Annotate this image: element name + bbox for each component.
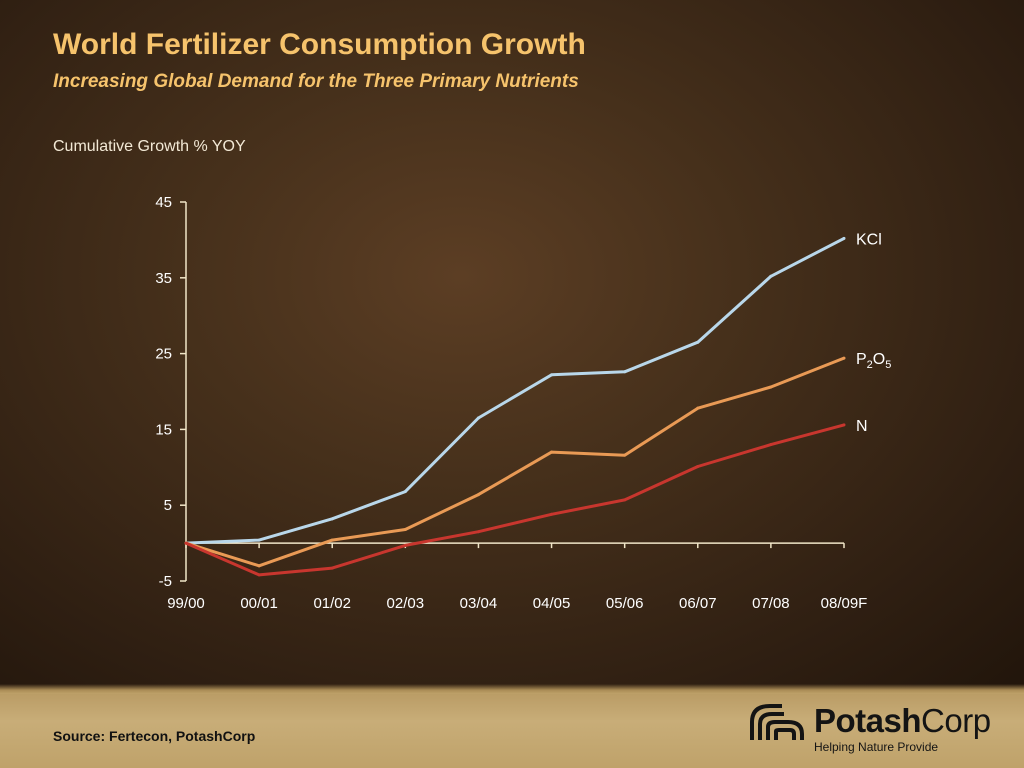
chart-title: World Fertilizer Consumption Growth xyxy=(53,28,586,61)
potashcorp-logo: PotashCorp Helping Nature Provide xyxy=(748,698,998,758)
logo-name-bold: Potash xyxy=(814,702,922,739)
data-point-p2o5 xyxy=(330,538,334,542)
axes: -5 5 15 25 35 45 99/00 00/01 01/02 02/03 03/04 04/0… xyxy=(155,194,867,612)
data-point-p2o5 xyxy=(769,385,773,389)
data-point-kcl xyxy=(257,538,261,542)
background xyxy=(0,0,1024,690)
chart-subtitle: Increasing Global Demand for the Three P… xyxy=(53,71,579,92)
data-point-n xyxy=(550,512,554,516)
data-point-p2o5 xyxy=(842,356,846,360)
data-point-kcl xyxy=(623,370,627,374)
x-tick-label: 99/00 xyxy=(167,595,205,612)
series-label-part: O xyxy=(873,351,885,368)
data-point-kcl xyxy=(403,490,407,494)
y-tick-label: 35 xyxy=(155,270,172,287)
data-point-kcl xyxy=(842,236,846,240)
series-label-part: P xyxy=(856,351,867,368)
data-point-p2o5 xyxy=(623,453,627,457)
x-tick-label: 01/02 xyxy=(313,595,351,612)
logo-name-regular: Corp xyxy=(921,702,991,739)
data-point-n xyxy=(696,465,700,469)
data-point-kcl xyxy=(330,517,334,521)
y-tick-label: 45 xyxy=(155,194,172,211)
data-point-n xyxy=(769,443,773,447)
data-point-p2o5 xyxy=(550,450,554,454)
data-point-kcl xyxy=(696,340,700,344)
series-label-n: N xyxy=(856,418,868,435)
y-tick-label: 25 xyxy=(155,346,172,363)
series-group xyxy=(184,236,846,577)
series-line-n xyxy=(185,423,845,577)
data-point-kcl xyxy=(476,416,480,420)
data-point-n xyxy=(842,423,846,427)
y-tick-label: -5 xyxy=(159,573,172,590)
data-point-p2o5 xyxy=(696,406,700,410)
x-tick-label: 07/08 xyxy=(752,595,790,612)
data-point-kcl xyxy=(769,274,773,278)
data-point-n xyxy=(403,543,407,547)
data-point-n xyxy=(476,530,480,534)
x-tick-label: 05/06 xyxy=(606,595,644,612)
data-point-n xyxy=(184,541,188,545)
series-label-part: 2 xyxy=(867,359,873,371)
footer-band xyxy=(0,684,1024,768)
logo-mark-icon xyxy=(750,704,804,740)
x-tick-label: 00/01 xyxy=(240,595,278,612)
series-label-part: KCl xyxy=(856,231,882,248)
y-axis-label: Cumulative Growth % YOY xyxy=(53,138,246,155)
series-label-p2o5: P2O5 xyxy=(856,351,891,371)
data-point-kcl xyxy=(550,373,554,377)
series-line-kcl xyxy=(185,237,845,545)
data-point-n xyxy=(257,573,261,577)
series-labels: KCl P2O5 N xyxy=(856,231,891,434)
y-tick-label: 15 xyxy=(155,421,172,438)
data-point-p2o5 xyxy=(257,564,261,568)
logo-tagline: Helping Nature Provide xyxy=(814,740,939,754)
y-tick-label: 5 xyxy=(164,497,172,514)
logo-name: PotashCorp xyxy=(814,702,991,740)
x-tick-label: 04/05 xyxy=(533,595,571,612)
series-label-kcl: KCl xyxy=(856,231,882,248)
data-point-p2o5 xyxy=(476,493,480,497)
x-tick-label: 03/04 xyxy=(460,595,498,612)
data-point-p2o5 xyxy=(403,527,407,531)
x-tick-label: 06/07 xyxy=(679,595,717,612)
x-tick-label: 02/03 xyxy=(387,595,425,612)
data-point-n xyxy=(623,498,627,502)
source-note: Source: Fertecon, PotashCorp xyxy=(53,728,256,744)
x-tick-label: 08/09F xyxy=(821,595,868,612)
series-label-part: 5 xyxy=(885,359,891,371)
series-label-part: N xyxy=(856,418,868,435)
series-line-p2o5 xyxy=(185,356,845,568)
data-point-n xyxy=(330,566,334,570)
